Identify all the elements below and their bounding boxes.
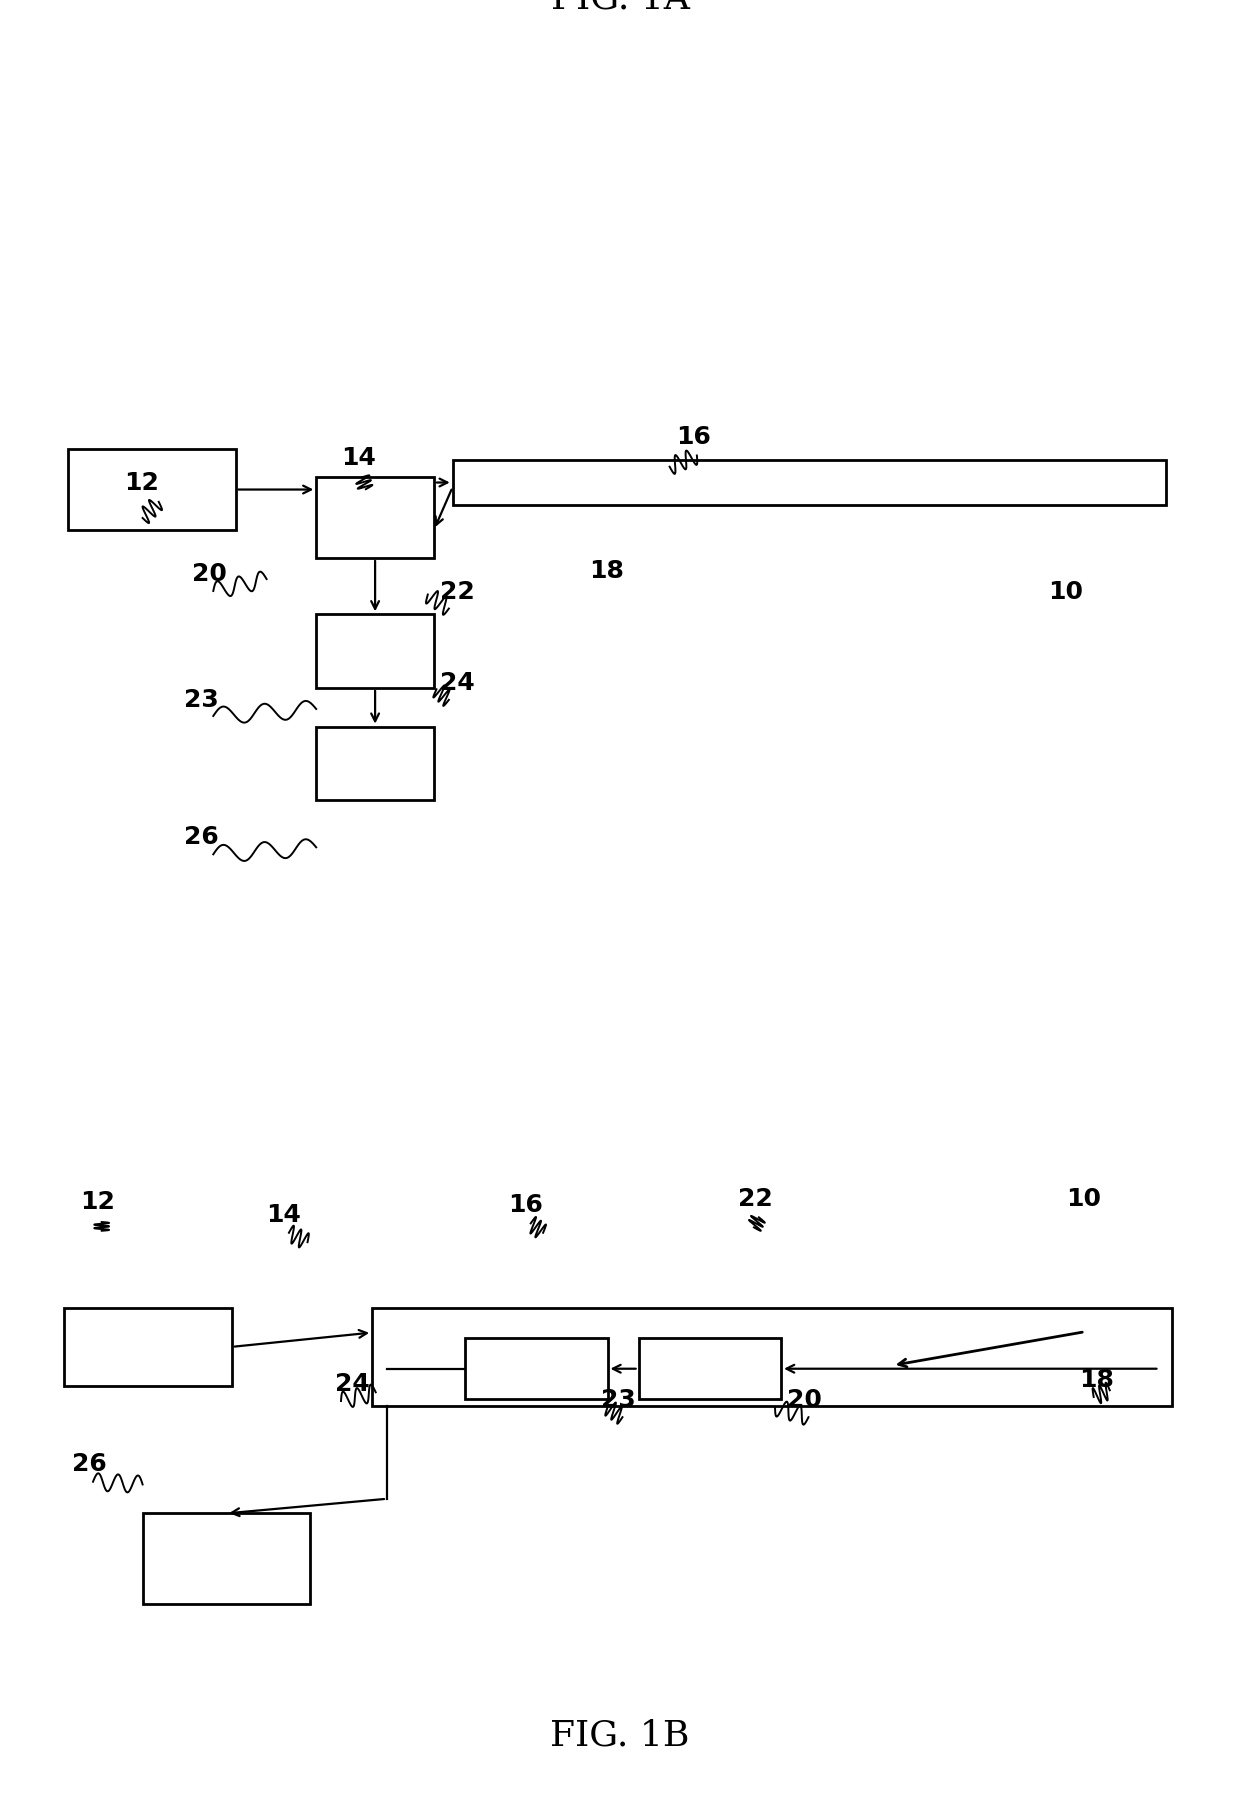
Bar bbox=[316, 614, 434, 687]
Bar bbox=[316, 727, 434, 801]
Bar bbox=[64, 1309, 232, 1386]
Bar bbox=[639, 1339, 781, 1398]
Text: 10: 10 bbox=[1066, 1186, 1101, 1210]
Text: 26: 26 bbox=[184, 826, 218, 849]
Text: 12: 12 bbox=[81, 1190, 115, 1213]
Text: 14: 14 bbox=[267, 1203, 301, 1228]
Text: 20: 20 bbox=[192, 562, 227, 587]
Text: 24: 24 bbox=[440, 671, 475, 695]
Text: 16: 16 bbox=[676, 425, 711, 449]
Text: FIG. 1A: FIG. 1A bbox=[551, 0, 689, 16]
Text: 12: 12 bbox=[124, 470, 159, 495]
Text: 16: 16 bbox=[508, 1194, 543, 1217]
Text: 26: 26 bbox=[72, 1452, 107, 1475]
Text: 14: 14 bbox=[341, 447, 376, 470]
Text: 22: 22 bbox=[738, 1186, 773, 1210]
Bar bbox=[316, 477, 434, 558]
Text: 23: 23 bbox=[184, 689, 218, 713]
Bar bbox=[465, 1339, 608, 1398]
Text: 10: 10 bbox=[1048, 580, 1083, 603]
Text: 18: 18 bbox=[1079, 1368, 1114, 1393]
Text: 18: 18 bbox=[589, 558, 624, 583]
Bar bbox=[143, 1513, 310, 1605]
Bar bbox=[372, 1309, 1172, 1405]
Text: FIG. 1B: FIG. 1B bbox=[551, 1718, 689, 1752]
Text: 22: 22 bbox=[440, 580, 475, 603]
Bar bbox=[453, 460, 1166, 506]
Bar bbox=[68, 449, 236, 530]
Text: 20: 20 bbox=[787, 1389, 822, 1413]
Text: 24: 24 bbox=[335, 1371, 370, 1397]
Text: 23: 23 bbox=[601, 1389, 636, 1413]
